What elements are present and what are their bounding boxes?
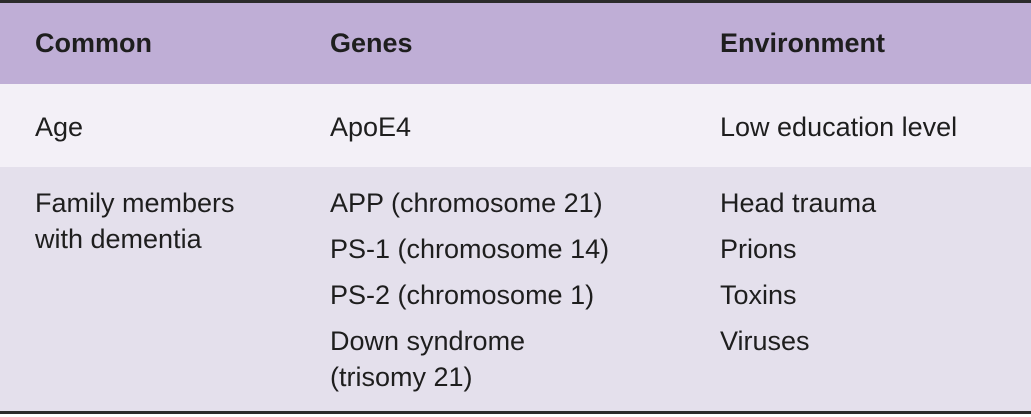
row — [0, 167, 1031, 412]
header-cell: Genes — [330, 28, 413, 58]
list-item: Toxins — [720, 280, 797, 310]
header-cell: Environment — [720, 28, 886, 58]
list-item: Viruses — [720, 326, 810, 356]
bottom-rule — [0, 411, 1031, 414]
cell: Head trauma Prions Toxins Viruses — [720, 185, 1020, 369]
row — [0, 84, 1031, 167]
list-item: Head trauma — [720, 188, 877, 218]
header-row — [0, 3, 1031, 84]
cell: APP (chromosome 21) PS-1 (chromosome 14) P… — [330, 185, 618, 405]
top-rule — [0, 0, 1031, 3]
list-item: APP (chromosome 21) — [330, 188, 603, 218]
list-item: PS-1 (chromosome 14) — [330, 234, 610, 264]
list-item: Prions — [720, 234, 797, 264]
list-item: PS-2 (chromosome 1) — [330, 280, 595, 310]
cell: Family members with dementia — [35, 188, 235, 254]
list-item: Down syndrome (trisomy 21) — [330, 326, 526, 392]
cell: Low education level — [720, 112, 958, 142]
cell: ApoE4 — [330, 112, 412, 142]
header-cell: Common — [35, 28, 152, 58]
cell: Age — [35, 112, 84, 142]
